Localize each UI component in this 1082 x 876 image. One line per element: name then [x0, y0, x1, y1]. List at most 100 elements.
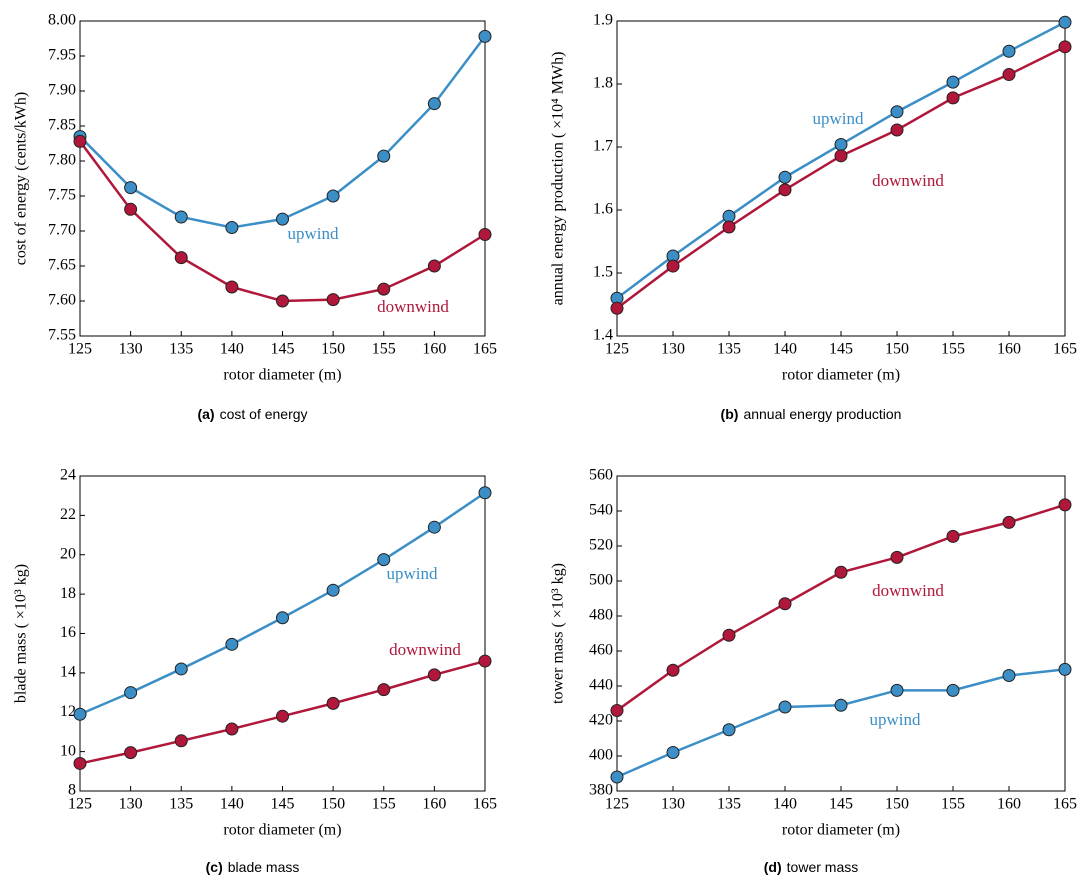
series-label: downwind: [872, 171, 944, 190]
marker: [478, 654, 492, 668]
marker: [174, 662, 188, 676]
y-tick-label: 480: [589, 607, 613, 624]
plot-frame: [79, 475, 486, 792]
marker: [377, 553, 391, 567]
x-tick-label: 155: [372, 796, 396, 813]
x-tick-label: 145: [829, 341, 853, 358]
x-tick-label: 165: [1053, 796, 1077, 813]
panel: 125 130 135 140 145 150 155 160 165 380 400 420 440 4…: [550, 467, 1077, 875]
marker: [225, 637, 239, 651]
x-tick-label: 165: [1053, 341, 1077, 358]
y-axis-label: blade mass ( ×10³ kg): [13, 564, 30, 703]
x-tick-label: 150: [321, 796, 345, 813]
y-tick-label: 540: [589, 502, 613, 519]
y-tick-label: 20: [60, 545, 76, 562]
y-tick-label: 440: [589, 677, 613, 694]
marker: [326, 583, 340, 597]
y-tick-label: 7.80: [48, 152, 76, 169]
marker: [722, 723, 736, 737]
y-tick-label: 7.70: [48, 222, 76, 239]
y-tick-label: 22: [60, 506, 76, 523]
plot-frame: [79, 20, 486, 337]
marker: [890, 550, 904, 564]
y-tick-label: 560: [589, 467, 613, 484]
x-axis-label: rotor diameter (m): [782, 367, 900, 384]
x-tick-label: 160: [422, 341, 446, 358]
y-axis-label: annual energy production ( ×10⁴ MWh): [550, 52, 567, 306]
y-tick-label: 18: [60, 585, 76, 602]
x-tick-label: 125: [605, 796, 629, 813]
marker: [326, 293, 340, 307]
marker: [124, 686, 138, 700]
marker: [174, 210, 188, 224]
marker: [834, 565, 848, 579]
caption-label: (b): [721, 406, 739, 422]
x-tick-label: 155: [941, 796, 965, 813]
marker: [225, 221, 239, 234]
marker: [722, 628, 736, 642]
caption-text: tower mass: [787, 859, 859, 875]
panel: 125 130 135 140 145 150 155 160 165 8 10 12 14 16 18 20…: [13, 467, 497, 875]
series-line: [79, 35, 486, 229]
marker: [276, 611, 289, 625]
y-tick-label: 1.9: [593, 12, 613, 29]
marker: [1002, 68, 1016, 82]
x-axis-label: rotor diameter (m): [223, 367, 341, 384]
marker: [890, 683, 904, 697]
x-tick-label: 150: [321, 341, 345, 358]
marker: [124, 746, 138, 760]
x-tick-label: 125: [68, 796, 92, 813]
y-tick-label: 7.85: [48, 117, 76, 134]
caption-text: blade mass: [228, 859, 300, 875]
y-tick-label: 7.75: [48, 187, 76, 204]
caption: (a) cost of energy: [197, 406, 307, 422]
marker: [427, 97, 441, 111]
series-label: downwind: [377, 297, 449, 316]
marker: [1002, 44, 1016, 58]
x-tick-label: 160: [997, 341, 1021, 358]
marker: [890, 123, 904, 137]
marker: [1058, 40, 1072, 54]
marker: [890, 105, 904, 119]
marker: [666, 259, 680, 273]
marker: [174, 251, 188, 265]
marker: [478, 486, 492, 500]
marker: [946, 683, 960, 697]
x-axis-label: rotor diameter (m): [782, 822, 900, 839]
series-label: downwind: [872, 581, 944, 600]
marker: [377, 149, 391, 163]
marker: [427, 520, 441, 534]
marker: [1058, 15, 1072, 29]
marker: [326, 696, 340, 710]
marker: [610, 704, 624, 717]
x-tick-label: 165: [473, 341, 497, 358]
x-tick-label: 135: [169, 796, 193, 813]
marker: [1002, 669, 1016, 682]
series-label: upwind: [387, 564, 439, 583]
x-tick-label: 145: [829, 796, 853, 813]
y-tick-label: 1.4: [593, 327, 613, 344]
y-tick-label: 10: [60, 742, 76, 759]
y-tick-label: 8: [68, 782, 76, 799]
caption: (b) annual energy production: [721, 406, 902, 422]
series-line: [616, 668, 1066, 779]
x-tick-label: 135: [717, 796, 741, 813]
marker: [124, 202, 138, 216]
x-tick-label: 150: [885, 341, 909, 358]
y-axis-label: cost of energy (cents/kWh): [13, 92, 30, 265]
y-tick-label: 7.55: [48, 327, 76, 344]
y-tick-label: 7.95: [48, 47, 76, 64]
x-tick-label: 140: [220, 341, 244, 358]
series-label: upwind: [288, 224, 340, 243]
panel: 125 130 135 140 145 150 155 160 165 1.4 1.5 1.6 1.7 1…: [550, 12, 1077, 422]
marker: [225, 280, 239, 294]
marker: [1058, 498, 1072, 512]
marker: [478, 228, 492, 241]
marker: [427, 668, 441, 682]
x-tick-label: 135: [169, 341, 193, 358]
y-axis-label: tower mass ( ×10³ kg): [550, 563, 567, 704]
marker: [124, 181, 138, 195]
marker: [1058, 662, 1072, 676]
